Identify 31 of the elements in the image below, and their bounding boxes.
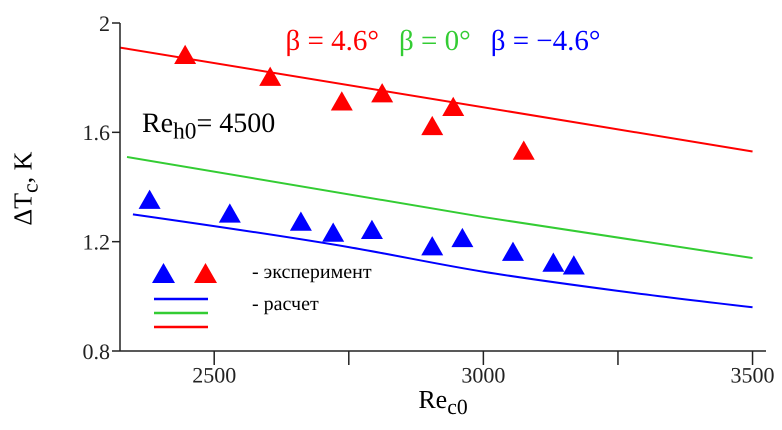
point [330, 91, 353, 111]
point [562, 255, 585, 275]
point [138, 190, 161, 209]
point [421, 236, 444, 256]
text: β = 0° [398, 25, 471, 58]
y-tick-label: 1.2 [82, 229, 110, 254]
point [371, 83, 394, 102]
point [421, 116, 444, 136]
point [360, 220, 383, 239]
annotation: Re$_{h0}$= 4500 [142, 108, 276, 146]
point [451, 228, 474, 248]
annotation: - расчет [252, 293, 319, 316]
point [442, 96, 464, 116]
y-tick-label: 2 [99, 10, 110, 36]
series-label: β = 4.6° [286, 25, 379, 58]
x-tick-label: 3500 [730, 362, 775, 388]
text: β = −4.6° [490, 25, 600, 58]
point [290, 212, 312, 231]
point [512, 140, 535, 160]
x-tick-label: 2500 [192, 362, 236, 388]
point [502, 242, 524, 261]
y-tick-label: 0.8 [82, 338, 110, 364]
point [322, 222, 344, 242]
x-axis-title: Re$_{c0}$ [418, 385, 468, 420]
point [174, 44, 196, 64]
point [542, 252, 564, 272]
legend-label: - эксперимент [252, 261, 372, 284]
y-tick-label: 1.6 [82, 120, 110, 146]
point [259, 66, 282, 86]
x-tick-label: 3000 [461, 362, 506, 388]
point [218, 203, 241, 223]
